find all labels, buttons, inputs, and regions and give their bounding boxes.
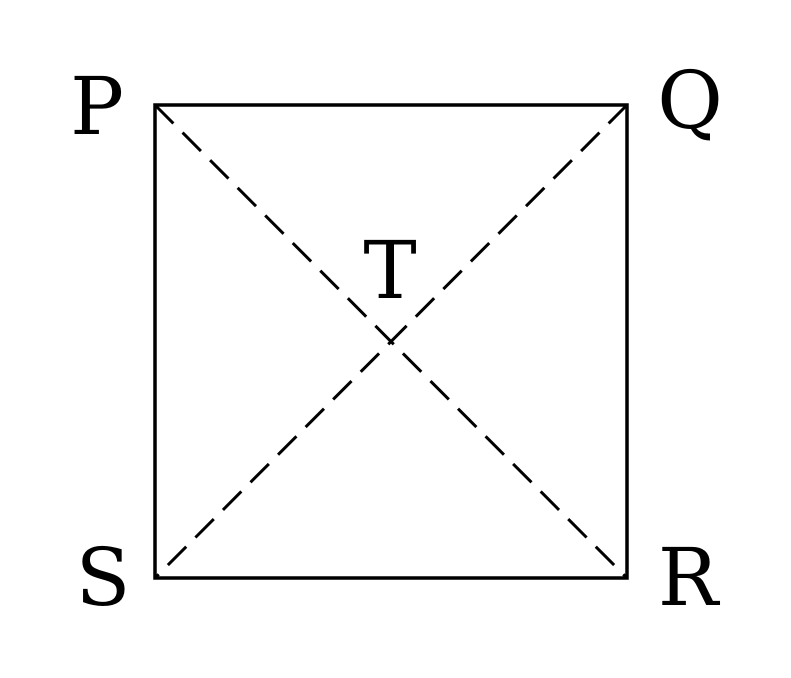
square-pqrs	[153, 103, 629, 580]
intersection-label-t: T	[363, 224, 416, 317]
vertex-label-s: S	[76, 531, 131, 624]
vertex-label-p: P	[70, 60, 124, 153]
vertex-label-r: R	[658, 531, 721, 624]
diagonal-qs	[153, 103, 629, 580]
vertex-label-q: Q	[657, 54, 723, 147]
